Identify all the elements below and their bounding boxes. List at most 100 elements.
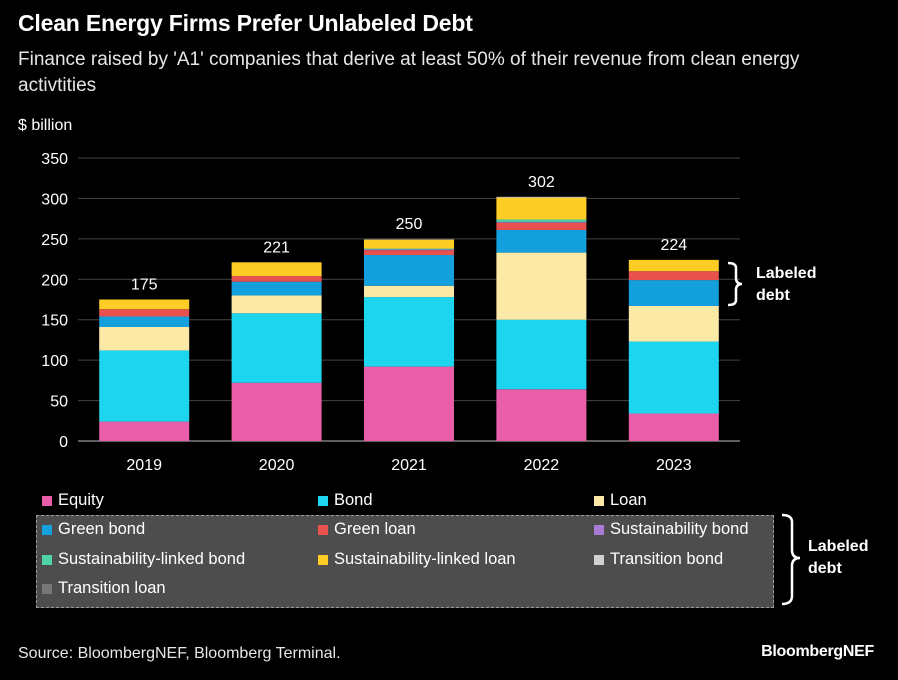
total-label: 224: [660, 237, 687, 254]
total-label: 302: [528, 174, 555, 191]
x-tick-label: 2020: [259, 457, 295, 474]
legend-label: Loan: [610, 491, 647, 509]
chart-bracket-label: Labeled debt: [756, 265, 817, 304]
bar-segment-green-bond-2019: [99, 316, 190, 327]
y-axis-ticks: 0 50 100 150 200 250 300 350: [41, 151, 68, 451]
bar-segment-loan-2022: [496, 252, 587, 320]
total-label: 250: [396, 216, 423, 233]
total-label: 221: [263, 239, 290, 256]
legend-bracket-label: Labeled debt: [808, 538, 869, 577]
legend-swatch: [318, 554, 328, 565]
bar-segment-sustainability-bond-2022: [496, 221, 587, 223]
bar-segment-bond-2021: [364, 297, 454, 367]
labeled-debt-legend-box: [36, 515, 774, 608]
bar-segment-green-loan-2020: [231, 276, 322, 282]
legend-label: Transition loan: [58, 579, 166, 597]
legend-label: Green loan: [334, 520, 416, 538]
bar-segment-green-bond-2022: [496, 229, 587, 253]
legend-swatch: [318, 495, 328, 506]
bar-segment-sustainability-linked-loan-2019: [99, 299, 190, 310]
chart-bracket: [727, 261, 743, 307]
legend-swatch: [594, 495, 604, 506]
legend-label: Sustainability bond: [610, 520, 749, 538]
bar-segment-sustainability-linked-loan-2020: [231, 262, 322, 277]
chart-subtitle: Finance raised by 'A1' companies that de…: [18, 49, 800, 96]
bar-stack-2021: [364, 238, 454, 441]
y-tick-label: 100: [41, 353, 68, 370]
bar-segment-loan-2021: [364, 285, 454, 298]
bar-segment-loan-2019: [99, 326, 190, 351]
source-note: Source: BloombergNEF, Bloomberg Terminal…: [18, 645, 341, 662]
y-tick-label: 350: [41, 151, 68, 168]
legend-item-loan: Loan: [594, 491, 647, 510]
bloombergnef-logo: BloombergNEF: [761, 643, 874, 660]
bar-segment-equity-2021: [364, 366, 454, 441]
bar-segment-sustainability-bond-2021: [364, 249, 454, 251]
bar-segment-loan-2020: [231, 295, 322, 314]
legend-label: Bond: [334, 491, 373, 509]
legend-label: Transition bond: [610, 550, 724, 568]
bar-segment-bond-2019: [99, 350, 190, 422]
bar-stack-2023: [628, 259, 719, 441]
y-tick-label: 300: [41, 191, 68, 208]
legend-bracket: [781, 513, 801, 606]
y-tick-label: 50: [50, 394, 68, 411]
bar-segment-sustainability-linked-loan-2021: [364, 239, 454, 249]
legend-swatch: [594, 554, 604, 565]
bar-segment-bond-2022: [496, 319, 587, 390]
x-axis-ticks: 2019 2020 2021 2022 2023: [126, 457, 691, 474]
chart-title: Clean Energy Firms Prefer Unlabeled Debt: [18, 10, 473, 36]
bars: [99, 196, 719, 441]
legend-label: Equity: [58, 491, 104, 509]
y-axis-label: $ billion: [18, 117, 72, 134]
legend-item-transition-loan: Transition loan: [42, 579, 166, 598]
bar-stack-2020: [231, 262, 322, 441]
bar-segment-equity-2022: [496, 389, 587, 441]
bar-segment-green-bond-2021: [364, 255, 454, 286]
y-tick-label: 150: [41, 313, 68, 330]
legend-item-sustainability-bond: Sustainability bond: [594, 520, 749, 539]
legend-swatch: [42, 495, 52, 506]
bar-segment-equity-2023: [628, 413, 719, 441]
bar-segment-loan-2023: [628, 305, 719, 342]
total-labels: 175 221 250 302 224: [131, 174, 687, 294]
legend-swatch: [42, 583, 52, 594]
legend-item-bond: Bond: [318, 491, 373, 510]
bar-segment-sustainability-linked-loan-2023: [628, 259, 719, 272]
legend-item-equity: Equity: [42, 491, 104, 510]
legend-item-sustainability-linked-loan: Sustainability-linked loan: [318, 550, 516, 569]
bar-segment-green-loan-2021: [364, 250, 454, 256]
bar-segment-sustainability-linked-loan-2022: [496, 197, 587, 220]
legend-swatch: [42, 554, 52, 565]
y-tick-label: 250: [41, 232, 68, 249]
y-tick-label: 0: [59, 434, 68, 451]
x-tick-label: 2022: [524, 457, 560, 474]
y-tick-label: 200: [41, 272, 68, 289]
legend-swatch: [594, 524, 604, 535]
bar-stack-2022: [496, 196, 587, 441]
bar-segment-sustainability-linked-bond-2022: [496, 219, 587, 222]
bar-stack-2019: [99, 299, 190, 441]
bar-segment-transition-bond-2022: [496, 196, 587, 198]
bar-segment-green-loan-2022: [496, 222, 587, 230]
bar-segment-transition-loan-2021: [364, 238, 454, 240]
legend-item-green-loan: Green loan: [318, 520, 416, 539]
bar-segment-green-loan-2023: [628, 271, 719, 281]
x-tick-label: 2021: [391, 457, 427, 474]
legend-swatch: [42, 524, 52, 535]
legend-item-transition-bond: Transition bond: [594, 550, 723, 569]
legend-item-green-bond: Green bond: [42, 520, 145, 539]
bar-segment-bond-2020: [231, 313, 322, 383]
total-label: 175: [131, 277, 158, 294]
legend-label: Sustainability-linked bond: [58, 550, 246, 568]
x-tick-label: 2019: [126, 457, 162, 474]
bar-segment-green-bond-2023: [628, 280, 719, 306]
bar-segment-equity-2019: [99, 421, 190, 441]
legend-label: Green bond: [58, 520, 146, 538]
bar-segment-sustainability-linked-bond-2021: [364, 248, 454, 250]
bar-segment-green-loan-2019: [99, 309, 190, 317]
bar-segment-equity-2020: [231, 382, 322, 441]
legend-item-sustainability-linked-bond: Sustainability-linked bond: [42, 550, 245, 569]
legend-label: Sustainability-linked loan: [334, 550, 516, 568]
